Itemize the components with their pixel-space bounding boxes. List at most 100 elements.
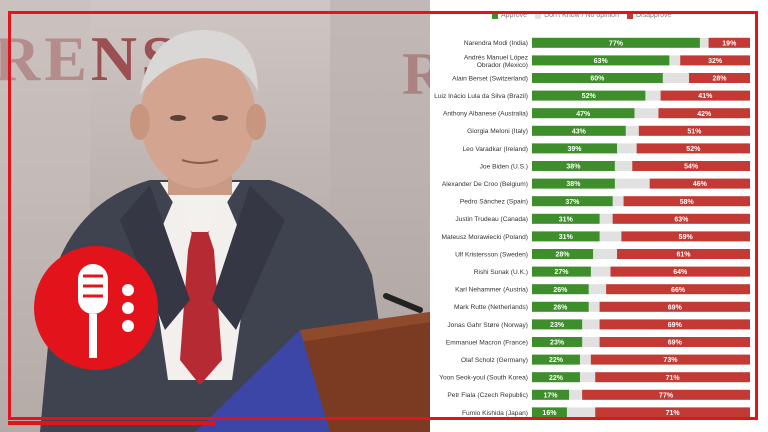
value-label-approve: 77%: [609, 40, 624, 47]
bar-approve: [532, 73, 663, 83]
value-label-approve: 47%: [576, 111, 591, 118]
bar-approve: [532, 231, 600, 242]
legend-swatch-approve: [492, 12, 498, 19]
bar-disapprove: [638, 125, 750, 136]
category-label: Yoon Seok-youl (South Korea): [439, 375, 528, 382]
value-label-disapprove: 69%: [668, 304, 683, 311]
value-label-approve: 63%: [594, 58, 609, 65]
microphone-icon: [78, 264, 134, 358]
approval-chart-panel: 77% 19% Narendra Modi (India) 63% 32% Andrés …: [430, 0, 768, 432]
bar-neutral: [532, 108, 750, 119]
bar-disapprove: [621, 231, 750, 242]
bar-disapprove: [636, 143, 750, 154]
category-label: Mateusz Morawiecki (Poland): [442, 234, 528, 241]
value-label-approve: 16%: [542, 410, 557, 417]
legend-swatch-disapprove: [626, 12, 633, 19]
category-label: Luiz Inácio Lula da Silva (Brazil): [434, 93, 528, 100]
value-label-disapprove: 54%: [684, 164, 699, 171]
value-label-approve: 26%: [553, 287, 568, 294]
bar-approve: [532, 284, 589, 295]
speaker-illustration: [0, 0, 430, 432]
category-label: Giorgia Meloni (Italy): [467, 128, 528, 135]
bar-disapprove: [606, 284, 750, 295]
value-label-disapprove: 52%: [686, 146, 701, 153]
bar-approve: [532, 37, 700, 48]
approval-chart: 77% 19% Narendra Modi (India) 63% 32% Andrés …: [434, 37, 750, 418]
bar-approve: [532, 407, 567, 418]
legend-item-neutral: Don't Know / No opinion: [535, 12, 619, 19]
value-label-approve: 37%: [565, 199, 580, 206]
value-label-approve: 31%: [559, 234, 574, 241]
value-label-approve: 23%: [550, 322, 565, 329]
value-label-disapprove: 51%: [687, 128, 702, 135]
bar-disapprove: [680, 55, 750, 66]
value-label-disapprove: 59%: [679, 234, 694, 241]
value-label-disapprove: 64%: [673, 269, 688, 276]
bar-disapprove: [599, 319, 750, 330]
bar-approve: [532, 213, 600, 224]
category-label: Mark Rutte (Netherlands): [454, 304, 528, 311]
bar-disapprove: [632, 161, 750, 171]
bar-approve: [532, 301, 589, 312]
value-label-approve: 23%: [550, 340, 565, 347]
value-label-disapprove: 46%: [693, 181, 708, 188]
category-label: Pedro Sánchez (Spain): [460, 199, 528, 206]
value-label-approve: 26%: [553, 304, 568, 311]
chart-legend: Approve Don't Know / No opinion Disappro…: [492, 12, 671, 19]
bar-approve: [532, 389, 570, 400]
bar-approve: [532, 266, 591, 277]
category-label: Petr Fiala (Czech Republic): [447, 392, 528, 399]
bar-approve: [532, 90, 646, 101]
value-label-disapprove: 32%: [708, 58, 723, 65]
value-label-approve: 60%: [590, 76, 605, 83]
bar-disapprove: [595, 407, 750, 418]
value-label-disapprove: 77%: [659, 392, 674, 399]
bar-disapprove: [708, 37, 750, 48]
bar-approve: [532, 125, 626, 136]
value-label-disapprove: 66%: [671, 287, 686, 294]
value-label-disapprove: 42%: [697, 111, 712, 118]
bar-disapprove: [660, 90, 750, 101]
bar-disapprove: [582, 389, 750, 400]
bar-approve: [532, 108, 635, 119]
value-label-disapprove: 41%: [698, 93, 713, 100]
value-label-disapprove: 69%: [668, 340, 683, 347]
category-label: Karl Nehammer (Austria): [455, 287, 528, 294]
category-label: Alain Berset (Switzerland): [452, 75, 528, 82]
bar-disapprove: [610, 266, 750, 277]
bar-disapprove: [617, 249, 750, 259]
category-label: Justin Trudeau (Canada): [455, 216, 528, 223]
bar-disapprove: [623, 196, 750, 207]
value-label-approve: 43%: [572, 128, 587, 135]
legend-label-neutral: Don't Know / No opinion: [544, 12, 619, 19]
category-label: Olaf Scholz (Germany): [461, 357, 528, 364]
value-label-disapprove: 28%: [712, 76, 727, 83]
category-label: Emmanuel Macron (France): [446, 339, 528, 346]
value-label-disapprove: 71%: [666, 375, 681, 382]
value-label-approve: 31%: [559, 216, 574, 223]
bar-approve: [532, 143, 618, 154]
legend-label-approve: Approve: [501, 12, 528, 19]
category-label: Leo Varadkar (Ireland): [463, 146, 528, 153]
category-label: Fumio Kishida (Japan): [462, 410, 528, 417]
category-label: Narendra Modi (India): [464, 40, 528, 47]
bar-approve: [532, 319, 583, 330]
category-label: Andrés Manuel López Obrador (Mexico): [464, 54, 528, 68]
value-label-disapprove: 61%: [677, 252, 692, 259]
bar-approve: [532, 178, 615, 189]
bar-neutral: [532, 178, 750, 189]
value-label-approve: 28%: [556, 252, 571, 259]
value-label-disapprove: 71%: [666, 410, 681, 417]
bar-disapprove: [595, 372, 750, 383]
value-label-approve: 22%: [549, 357, 564, 364]
category-label: Ulf Kristersson (Sweden): [455, 251, 528, 258]
bar-approve: [532, 372, 580, 383]
bar-approve: [532, 196, 613, 207]
category-label: Joe Biden (U.S.): [480, 163, 528, 170]
value-label-disapprove: 73%: [663, 357, 678, 364]
value-label-approve: 52%: [582, 93, 597, 100]
red-frame-accent: [8, 421, 215, 425]
bar-disapprove: [688, 73, 750, 83]
podcast-logo: [34, 246, 158, 370]
